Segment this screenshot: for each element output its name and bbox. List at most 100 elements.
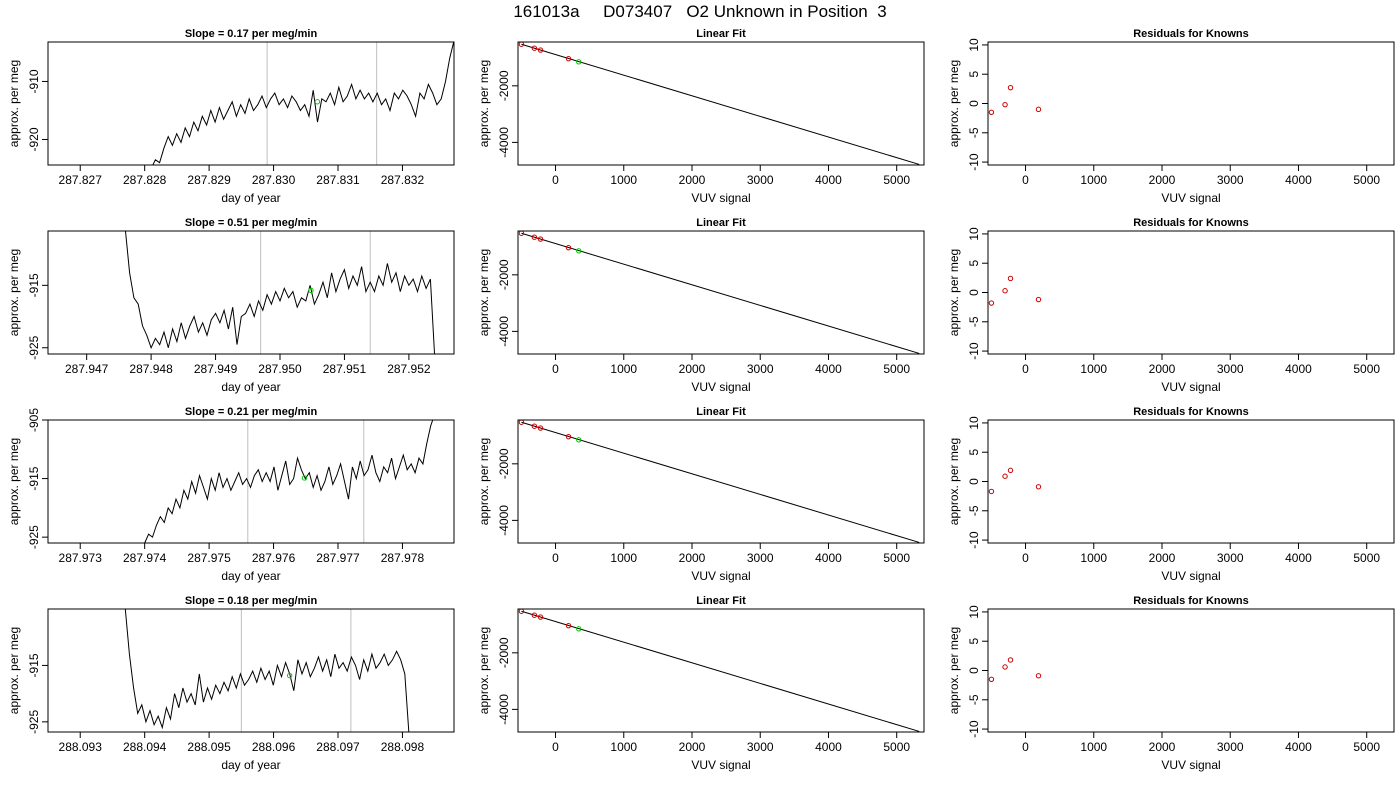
y-axis-label: approx. per meg xyxy=(7,438,21,525)
panel-timeseries-row2: 287.947 287.948 287.949 287.950 287.951 287.9… xyxy=(7,217,455,394)
y-axis-label: approx. per meg xyxy=(947,627,961,714)
residual-point xyxy=(1035,106,1042,113)
y-tick-label: -910 xyxy=(27,69,41,93)
x-axis-label: day of year xyxy=(221,380,280,394)
known-standard-point xyxy=(565,433,572,440)
x-tick-label: 5000 xyxy=(883,551,910,565)
panel-linear_fit-row2: 0 1000 2000 3000 4000 5000 -2000 -4000 Linear Fi… xyxy=(477,217,925,394)
plot-frame xyxy=(987,230,1395,355)
x-tick-label: 4000 xyxy=(1285,173,1312,187)
fit-line xyxy=(521,421,920,543)
x-tick-label: 2000 xyxy=(1149,362,1176,376)
known-standard-point xyxy=(565,55,572,62)
timeseries-line xyxy=(152,42,454,165)
panel-residuals-row3: 0 1000 2000 3000 4000 5000 -10 -5 0 5 10 Residuals … xyxy=(947,406,1395,583)
x-tick-label: 5000 xyxy=(1353,551,1380,565)
unknown-sample-point xyxy=(576,437,582,443)
x-tick-label: 3000 xyxy=(747,362,774,376)
panel-linear_fit-row4: 0 1000 2000 3000 4000 5000 -2000 -4000 Linear Fi… xyxy=(477,595,925,772)
x-tick-label: 287.951 xyxy=(323,362,367,376)
residual-point xyxy=(1002,101,1008,108)
panel-title: Residuals for Knowns xyxy=(1133,595,1249,607)
y-tick-label: -10 xyxy=(967,342,981,360)
x-tick-label: 3000 xyxy=(747,740,774,754)
residual-point xyxy=(1007,84,1014,91)
y-axis-label: approx. per meg xyxy=(477,60,491,147)
panel-linear_fit-row1: 0 1000 2000 3000 4000 5000 -2000 -4000 Linear Fi… xyxy=(477,28,925,205)
residual-point xyxy=(988,300,995,306)
y-tick-label: -4000 xyxy=(497,127,511,158)
panel-title: Slope = 0.21 per meg/min xyxy=(185,406,318,418)
x-axis-label: day of year xyxy=(221,191,280,205)
plot-area xyxy=(124,231,436,354)
x-tick-label: 5000 xyxy=(883,740,910,754)
y-tick-label: -915 xyxy=(27,653,41,677)
x-tick-label: 4000 xyxy=(1285,740,1312,754)
panel-timeseries-row1: 287.827 287.828 287.829 287.830 287.831 287.8… xyxy=(7,28,455,205)
unknown-sample-point xyxy=(308,287,314,294)
y-tick-label: 0 xyxy=(967,289,981,296)
y-tick-label: -920 xyxy=(27,127,41,151)
x-tick-label: 288.098 xyxy=(381,740,425,754)
x-tick-label: 3000 xyxy=(1217,740,1244,754)
x-tick-label: 0 xyxy=(552,362,559,376)
y-tick-label: -905 xyxy=(27,408,41,432)
y-tick-label: -10 xyxy=(967,720,981,738)
unknown-sample-point xyxy=(301,475,308,481)
plot-frame xyxy=(47,41,455,166)
y-tick-label: 0 xyxy=(967,667,981,674)
panel-title: Slope = 0.18 per meg/min xyxy=(185,595,318,607)
panel-title: Linear Fit xyxy=(696,406,746,418)
y-axis-label: approx. per meg xyxy=(477,249,491,336)
y-tick-label: 5 xyxy=(967,71,981,78)
x-tick-label: 287.827 xyxy=(59,173,103,187)
x-tick-label: 1000 xyxy=(1080,173,1107,187)
plot-frame xyxy=(47,419,455,544)
y-tick-label: -2000 xyxy=(497,70,511,101)
plot-area xyxy=(988,84,1042,115)
x-tick-label: 1000 xyxy=(610,173,637,187)
y-axis-label: approx. per meg xyxy=(7,60,21,147)
unknown-sample-point xyxy=(576,59,582,65)
plot-area xyxy=(144,420,434,543)
x-tick-label: 287.976 xyxy=(252,551,296,565)
x-axis-label: VUV signal xyxy=(1161,569,1220,583)
x-tick-label: 3000 xyxy=(1217,173,1244,187)
panel-title: Linear Fit xyxy=(696,28,746,40)
x-tick-label: 2000 xyxy=(679,551,706,565)
x-tick-label: 4000 xyxy=(1285,551,1312,565)
plot-frame xyxy=(987,419,1395,544)
figure-title: 161013a D073407 O2 Unknown in Position 3 xyxy=(513,2,887,21)
known-standard-point xyxy=(537,47,544,53)
x-tick-label: 287.828 xyxy=(123,173,167,187)
y-tick-label: -5 xyxy=(967,316,981,327)
panel-linear_fit-row3: 0 1000 2000 3000 4000 5000 -2000 -4000 Linear Fi… xyxy=(477,406,925,583)
residual-point xyxy=(1002,664,1008,670)
y-axis-label: approx. per meg xyxy=(947,60,961,147)
x-tick-label: 287.975 xyxy=(187,551,231,565)
y-tick-label: -925 xyxy=(27,335,41,359)
x-tick-label: 0 xyxy=(1022,362,1029,376)
panel-title: Slope = 0.51 per meg/min xyxy=(185,217,318,229)
x-axis-label: VUV signal xyxy=(1161,758,1220,772)
x-tick-label: 5000 xyxy=(883,362,910,376)
unknown-sample-point xyxy=(314,99,321,105)
residual-point xyxy=(1035,673,1042,679)
known-standard-point xyxy=(531,234,538,240)
x-tick-label: 287.832 xyxy=(381,173,425,187)
timeseries-line xyxy=(144,420,434,543)
x-tick-label: 5000 xyxy=(1353,740,1380,754)
plot-area xyxy=(124,609,410,732)
unknown-sample-point xyxy=(286,672,293,679)
x-tick-label: 3000 xyxy=(1217,551,1244,565)
plot-frame xyxy=(517,608,925,733)
x-tick-label: 5000 xyxy=(1353,362,1380,376)
y-tick-label: 10 xyxy=(967,38,981,52)
x-tick-label: 288.094 xyxy=(123,740,167,754)
unknown-sample-point xyxy=(576,626,582,632)
x-tick-label: 2000 xyxy=(679,362,706,376)
y-tick-label: 0 xyxy=(967,478,981,485)
residual-point xyxy=(1007,275,1014,282)
known-standard-point xyxy=(537,425,544,431)
panel-timeseries-row4: 288.093 288.094 288.095 288.096 288.097 288.0… xyxy=(7,595,455,772)
